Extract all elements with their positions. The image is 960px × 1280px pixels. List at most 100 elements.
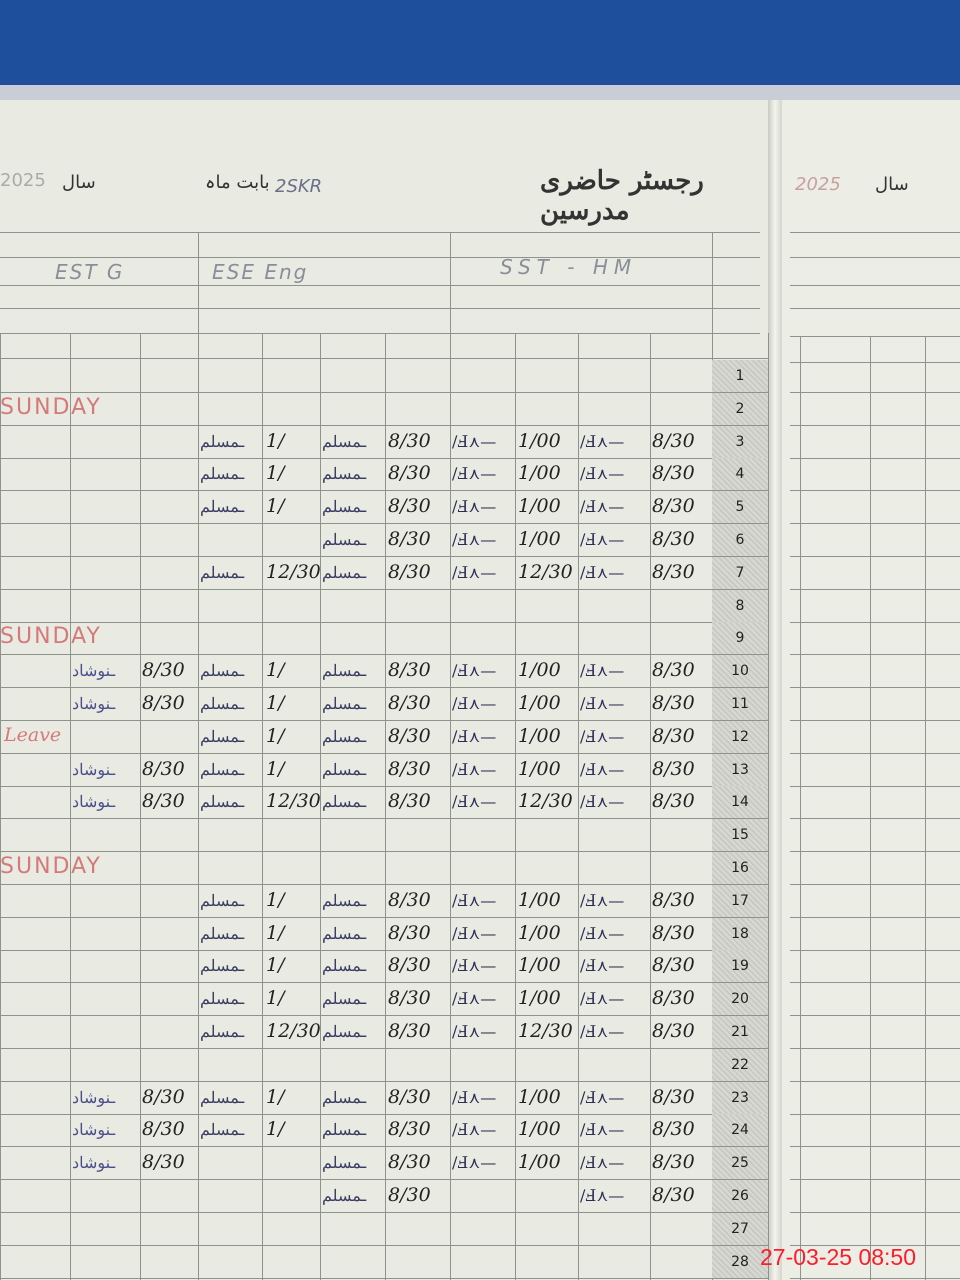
hm-arrival-time: 8/30 xyxy=(652,1020,695,1042)
hm-departure-time: 1/00 xyxy=(518,724,561,747)
date-cell: 6 xyxy=(712,524,768,556)
eng-arrival-signature: ـمسلم xyxy=(322,1120,367,1140)
eng-departure-time: 1/ xyxy=(266,888,285,911)
date-cell: 17 xyxy=(712,884,768,917)
eng-departure-signature: ـمسلم xyxy=(200,792,245,812)
g-arrival-signature: ـنوشاد xyxy=(72,1120,116,1140)
date-cell: 21 xyxy=(712,1016,768,1048)
eng-arrival-signature: ـمسلم xyxy=(322,530,367,549)
eng-arrival-time: 8/30 xyxy=(388,954,431,977)
eng-arrival-signature: ـمسلم xyxy=(322,1087,367,1107)
date-cell: 2 xyxy=(712,392,768,425)
month-label: بابت ماہ xyxy=(205,172,270,193)
eng-arrival-signature: ـمسلم xyxy=(322,1022,367,1041)
g-arrival-time: 8/30 xyxy=(142,757,185,780)
hm-arrival-time: 8/30 xyxy=(652,724,695,747)
table-row: 24 8/30 ∕Ⅎ⋏— 1/00 ∕Ⅎ⋏— 8/30 ـمسلم 1/ـمسلم 8/30 ـن… xyxy=(0,1114,960,1148)
right-year-value: 2025 xyxy=(795,174,841,195)
date-cell: 8 xyxy=(712,589,768,622)
table-row: 11 8/30 ∕Ⅎ⋏— 1/00 ∕Ⅎ⋏— 8/30 ـمسلم 1/ـمسلم 8/30 ـن… xyxy=(0,688,960,721)
eng-arrival-time: 8/30 xyxy=(388,921,431,944)
hm-arrival-signature: ∕Ⅎ⋏— xyxy=(580,956,625,976)
hm-arrival-signature: ∕Ⅎ⋏— xyxy=(580,1153,625,1173)
hm-arrival-time: 8/30 xyxy=(652,888,695,911)
hm-departure-signature: ∕Ⅎ⋏— xyxy=(452,1120,497,1140)
eng-departure-signature: ـمسلم xyxy=(200,956,245,976)
g-arrival-signature: ـنوشاد xyxy=(72,759,116,779)
date-cell: 14 xyxy=(712,786,768,819)
hm-departure-time: 1/00 xyxy=(518,1085,561,1108)
grid-column-line xyxy=(450,232,451,1280)
table-row: 14 8/30 ∕Ⅎ⋏— 12/30 ∕Ⅎ⋏— 8/30 ـمسلم 12/30 ـمسلم 8/… xyxy=(0,786,960,820)
table-row: 8 xyxy=(0,589,960,623)
year-label: سال xyxy=(62,172,96,193)
hm-departure-time: 12/30 xyxy=(518,560,573,583)
hm-departure-signature: ∕Ⅎ⋏— xyxy=(452,989,497,1009)
eng-departure-time: 1/ xyxy=(266,495,285,518)
grid-column-line xyxy=(870,336,871,1280)
hm-departure-time: 1/00 xyxy=(518,954,561,977)
eng-departure-signature: ـمسلم xyxy=(200,759,245,779)
hm-arrival-time: 8/30 xyxy=(652,954,695,977)
hm-arrival-signature: ∕Ⅎ⋏— xyxy=(580,464,625,484)
eng-departure-time: 1/ xyxy=(266,692,285,714)
table-row: 21 8/30 ∕Ⅎ⋏— 12/30 ∕Ⅎ⋏— 8/30 ـمسلم 12/30 ـمسلم xyxy=(0,1016,960,1049)
grid-column-line xyxy=(198,232,199,1280)
date-cell: 12 xyxy=(712,720,768,753)
hm-arrival-signature: ∕Ⅎ⋏— xyxy=(580,1186,625,1205)
eng-departure-signature: ـمسلم xyxy=(200,661,245,681)
hm-arrival-signature: ∕Ⅎ⋏— xyxy=(580,694,625,713)
hm-arrival-time: 8/30 xyxy=(652,1151,695,1174)
grid-column-line xyxy=(70,333,71,1280)
date-cell: 11 xyxy=(712,688,768,720)
eng-arrival-time: 8/30 xyxy=(388,724,431,747)
hm-arrival-signature: ∕Ⅎ⋏— xyxy=(580,890,625,910)
eng-departure-time: 12/30 xyxy=(266,560,321,583)
eng-departure-time: 1/ xyxy=(266,954,285,977)
grid-column-line xyxy=(578,333,579,1280)
table-row: 20 8/30 ∕Ⅎ⋏— 1/00 ∕Ⅎ⋏— 8/30 ـمسلم 1/ـمسلم xyxy=(0,983,960,1017)
date-cell: 18 xyxy=(712,917,768,950)
eng-arrival-time: 8/30 xyxy=(388,1118,431,1141)
book-gutter xyxy=(768,100,782,1280)
grid-column-line xyxy=(385,333,386,1280)
eng-arrival-signature: ـمسلم xyxy=(322,1153,367,1173)
hm-arrival-time: 8/30 xyxy=(652,1184,695,1206)
year-value: 2025 xyxy=(0,170,46,191)
hm-departure-time: 1/00 xyxy=(518,495,561,518)
g-arrival-signature: ـنوشاد xyxy=(72,792,116,812)
hm-arrival-time: 8/30 xyxy=(652,560,695,583)
leave-label: Leave xyxy=(4,724,62,746)
hm-departure-time: 1/00 xyxy=(518,757,561,780)
hm-departure-signature: ∕Ⅎ⋏— xyxy=(452,562,497,582)
hm-departure-time: 1/00 xyxy=(518,528,561,550)
eng-departure-time: 1/ xyxy=(266,757,285,780)
eng-arrival-time: 8/30 xyxy=(388,1020,431,1042)
eng-arrival-signature: ـمسلم xyxy=(322,497,367,517)
eng-arrival-signature: ـمسلم xyxy=(322,890,367,910)
eng-arrival-time: 8/30 xyxy=(388,888,431,911)
g-arrival-time: 8/30 xyxy=(142,692,185,714)
eng-departure-time: 1/ xyxy=(266,1118,285,1141)
table-row: 1 xyxy=(0,360,960,393)
eng-departure-signature: ـمسلم xyxy=(200,726,245,746)
grid-column-line xyxy=(800,336,801,1280)
eng-departure-signature: ـمسلم xyxy=(200,1087,245,1107)
hm-departure-signature: ∕Ⅎ⋏— xyxy=(452,530,497,549)
register-left-page xyxy=(0,100,775,1280)
eng-arrival-signature: ـمسلم xyxy=(322,694,367,713)
hm-departure-signature: ∕Ⅎ⋏— xyxy=(452,431,497,451)
hm-arrival-signature: ∕Ⅎ⋏— xyxy=(580,497,625,517)
sunday-label: SUNDAY xyxy=(0,854,102,879)
hm-departure-time: 1/00 xyxy=(518,1118,561,1141)
eng-arrival-signature: ـمسلم xyxy=(322,464,367,484)
eng-arrival-time: 8/30 xyxy=(388,462,431,485)
table-row: 7 8/30 ∕Ⅎ⋏— 12/30 ∕Ⅎ⋏— 8/30 ـمسلم 12/30 ـمسلم xyxy=(0,556,960,590)
eng-arrival-time: 8/30 xyxy=(388,1151,431,1174)
date-cell: 15 xyxy=(712,819,768,852)
eng-departure-time: 1/ xyxy=(266,921,285,944)
hm-arrival-time: 8/30 xyxy=(652,1085,695,1108)
date-cell: 24 xyxy=(712,1114,768,1147)
eng-departure-time: 1/ xyxy=(266,987,285,1010)
eng-arrival-time: 8/30 xyxy=(388,659,431,682)
